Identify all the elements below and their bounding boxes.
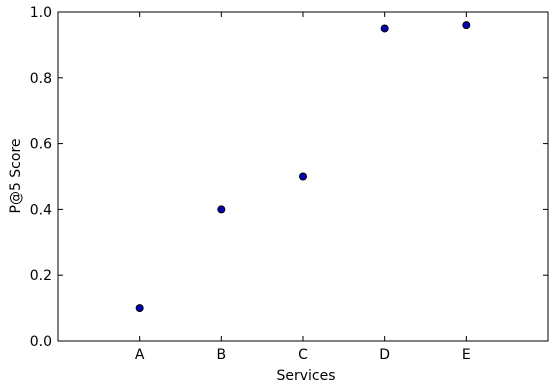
data-point-e [462,21,471,30]
y-axis: 0.0 0.2 0.4 0.6 0.8 1.0 [30,5,548,350]
x-tick-label: B [217,347,227,363]
x-tick-label: D [379,347,390,363]
y-tick-label: 0.0 [30,334,52,350]
x-axis: A B C D E [135,12,471,363]
y-tick-label: 0.4 [30,202,52,218]
data-points [135,21,471,313]
data-point-d [380,24,389,33]
y-tick-label: 0.6 [30,137,52,153]
x-tick-label: E [462,347,471,363]
y-tick-label: 0.8 [30,71,52,87]
y-tick-label: 1.0 [30,5,52,21]
x-tick-label: C [298,347,308,363]
x-tick-label: A [135,347,145,363]
data-point-b [217,205,226,214]
data-point-c [299,172,307,181]
y-axis-label: P@5 Score [8,138,24,213]
data-point-a [135,304,144,313]
x-axis-label: Services [276,368,335,384]
y-tick-label: 0.2 [30,268,52,284]
